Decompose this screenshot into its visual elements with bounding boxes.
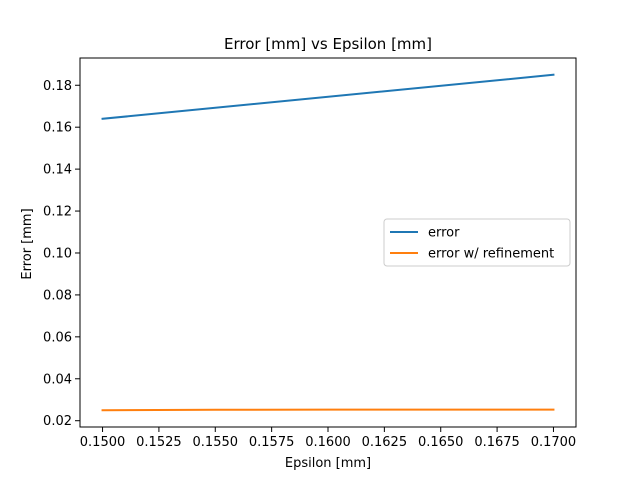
y-tick-label: 0.10 [43, 246, 72, 261]
y-tick-label: 0.18 [43, 79, 72, 94]
legend-item: error [390, 226, 460, 241]
legend-box [383, 218, 571, 267]
x-axis-label: Epsilon [mm] [285, 456, 371, 471]
legend-label: error w/ refinement [428, 247, 554, 262]
series-line-2 [101, 408, 555, 412]
legend-label: error [428, 226, 460, 241]
series-line-1 [101, 73, 555, 120]
x-tick-label: 0.1525 [136, 435, 182, 450]
x-tick-label: 0.1500 [80, 435, 126, 450]
x-tick-label: 0.1550 [193, 435, 239, 450]
y-tick-label: 0.08 [43, 288, 72, 303]
y-tick-label: 0.16 [43, 121, 72, 136]
x-tick-label: 0.1700 [531, 435, 577, 450]
y-tick-label: 0.06 [43, 330, 72, 345]
plot-area: 0.1500 0.1525 0.1550 0.1575 0.1600 0.1625 0.16… [43, 57, 577, 450]
y-axis-label: Error [mm] [20, 208, 35, 279]
x-tick-label: 0.1600 [305, 435, 351, 450]
legend: error error w/ refinement [383, 218, 571, 267]
x-tick-label: 0.1650 [418, 435, 464, 450]
chart-title: Error [mm] vs Epsilon [mm] [224, 35, 432, 53]
x-tick-label: 0.1675 [474, 435, 520, 450]
legend-item: error w/ refinement [390, 247, 554, 262]
y-tick-label: 0.12 [43, 205, 72, 220]
y-tick-label: 0.02 [43, 414, 72, 429]
x-tick-label: 0.1575 [249, 435, 295, 450]
y-tick-label: 0.14 [43, 163, 72, 178]
x-tick-label: 0.1625 [362, 435, 408, 450]
y-tick-label: 0.04 [43, 372, 72, 387]
